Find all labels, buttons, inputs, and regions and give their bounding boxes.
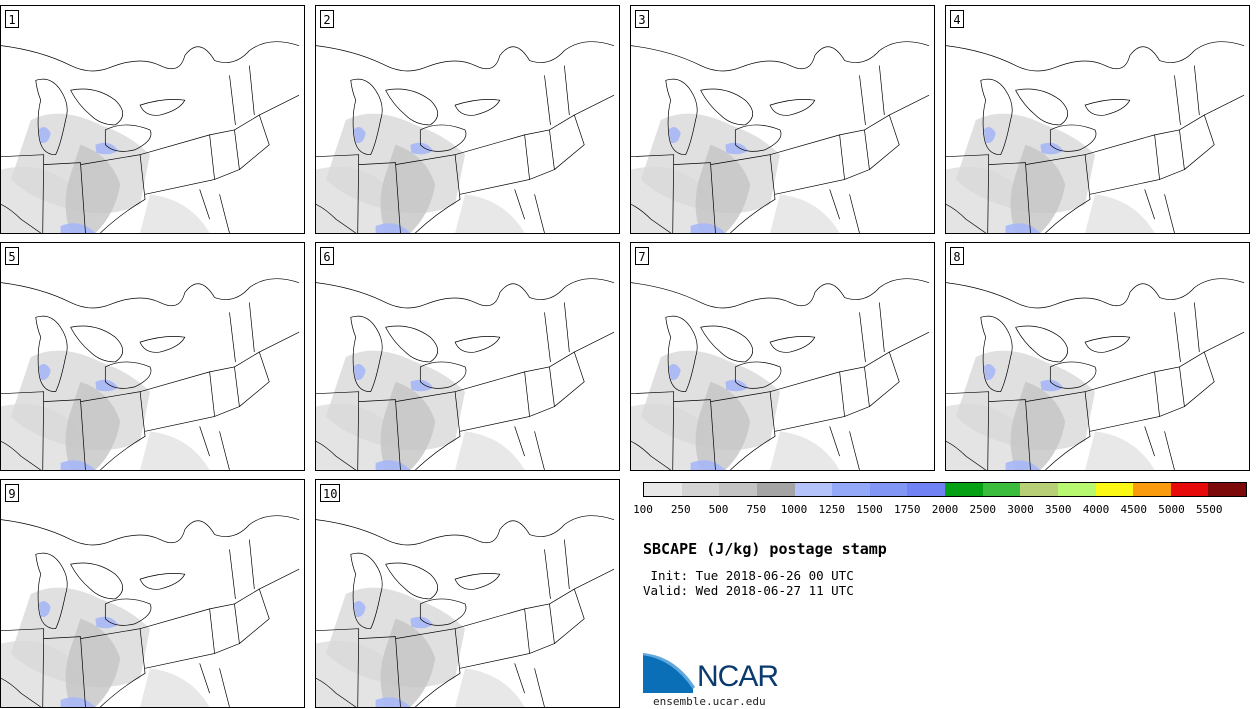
colorbar-swatch xyxy=(1095,483,1134,496)
map-panel: 4 xyxy=(945,5,1250,234)
colorbar-tick-label: 100 xyxy=(633,503,653,516)
colorbar-tick-label: 1500 xyxy=(856,503,883,516)
colorbar-tick-label: 5000 xyxy=(1158,503,1185,516)
ncar-logo-swoosh xyxy=(643,655,693,693)
colorbar-swatch xyxy=(832,483,870,496)
page-title: SBCAPE (J/kg) postage stamp xyxy=(643,540,887,558)
map-image xyxy=(1,41,300,233)
colorbar-tick-label: 1750 xyxy=(894,503,921,516)
map-panel: 10 xyxy=(315,479,620,708)
colorbar-tick-label: 4000 xyxy=(1082,503,1110,516)
panel-label: 7 xyxy=(635,247,649,265)
colorbar-tick-label: 3000 xyxy=(1007,503,1034,516)
map-panel: 2 xyxy=(315,5,620,234)
site-url: ensemble.ucar.edu xyxy=(653,695,766,708)
init-time: Init: Tue 2018-06-26 00 UTC xyxy=(643,568,854,583)
map-panel: 7 xyxy=(630,242,935,471)
colorbar-ticks: 100 250 500 750 1000 1250 1500 1750 2000 2500 3000… xyxy=(633,503,1247,517)
map-panel: 3 xyxy=(630,5,935,234)
colorbar-swatch xyxy=(1133,483,1171,496)
map-panel: 9 xyxy=(0,479,305,708)
colorbar-tick-label: 1250 xyxy=(818,503,846,516)
panel-label: 1 xyxy=(5,10,19,28)
colorbar-tick-label: 2000 xyxy=(931,503,959,516)
panel-label: 5 xyxy=(5,247,19,265)
colorbar-tick-label: 750 xyxy=(746,503,767,516)
colorbar-tick-label: 1000 xyxy=(780,503,808,516)
ncar-logo-text: NCAR xyxy=(697,660,779,693)
map-image xyxy=(316,515,615,707)
colorbar-tick-label: 4500 xyxy=(1120,503,1148,516)
map-image xyxy=(316,278,615,470)
map-image xyxy=(946,41,1245,233)
colorbar-swatch xyxy=(869,483,908,496)
map-image xyxy=(316,41,615,233)
map-panel: 6 xyxy=(315,242,620,471)
colorbar-swatch xyxy=(1208,483,1246,496)
panel-label: 10 xyxy=(320,484,341,502)
colorbar-swatch xyxy=(982,483,1021,496)
colorbar-swatch xyxy=(756,483,795,496)
panel-label: 2 xyxy=(320,10,334,28)
panel-label: 8 xyxy=(950,247,964,265)
colorbar xyxy=(643,482,1247,497)
colorbar-tick-label: 5500 xyxy=(1196,503,1223,516)
colorbar-tick-label: 2500 xyxy=(969,503,997,516)
colorbar-swatch xyxy=(681,483,720,496)
colorbar-swatch xyxy=(1020,483,1058,496)
map-image xyxy=(631,278,930,470)
map-image xyxy=(1,515,300,707)
map-image xyxy=(946,278,1245,470)
panel-label: 9 xyxy=(5,484,19,502)
map-panel: 5 xyxy=(0,242,305,471)
panel-label: 6 xyxy=(320,247,334,265)
colorbar-swatch xyxy=(945,483,983,496)
colorbar-tick-label: 250 xyxy=(670,503,691,516)
colorbar-swatch xyxy=(794,483,833,496)
panel-label: 3 xyxy=(635,10,649,28)
map-panel: 1 xyxy=(0,5,305,234)
map-image xyxy=(631,41,930,233)
colorbar-swatch xyxy=(1057,483,1096,496)
map-panel: 8 xyxy=(945,242,1250,471)
colorbar-tick-label: 500 xyxy=(708,503,729,516)
colorbar-swatch xyxy=(1170,483,1209,496)
ncar-logo xyxy=(643,653,695,693)
valid-time: Valid: Wed 2018-06-27 11 UTC xyxy=(643,583,854,598)
colorbar-tick-label: 3500 xyxy=(1045,503,1072,516)
map-image xyxy=(1,278,300,470)
colorbar-swatch xyxy=(644,483,682,496)
colorbar-swatch xyxy=(719,483,757,496)
panel-label: 4 xyxy=(950,10,964,28)
colorbar-swatch xyxy=(907,483,945,496)
